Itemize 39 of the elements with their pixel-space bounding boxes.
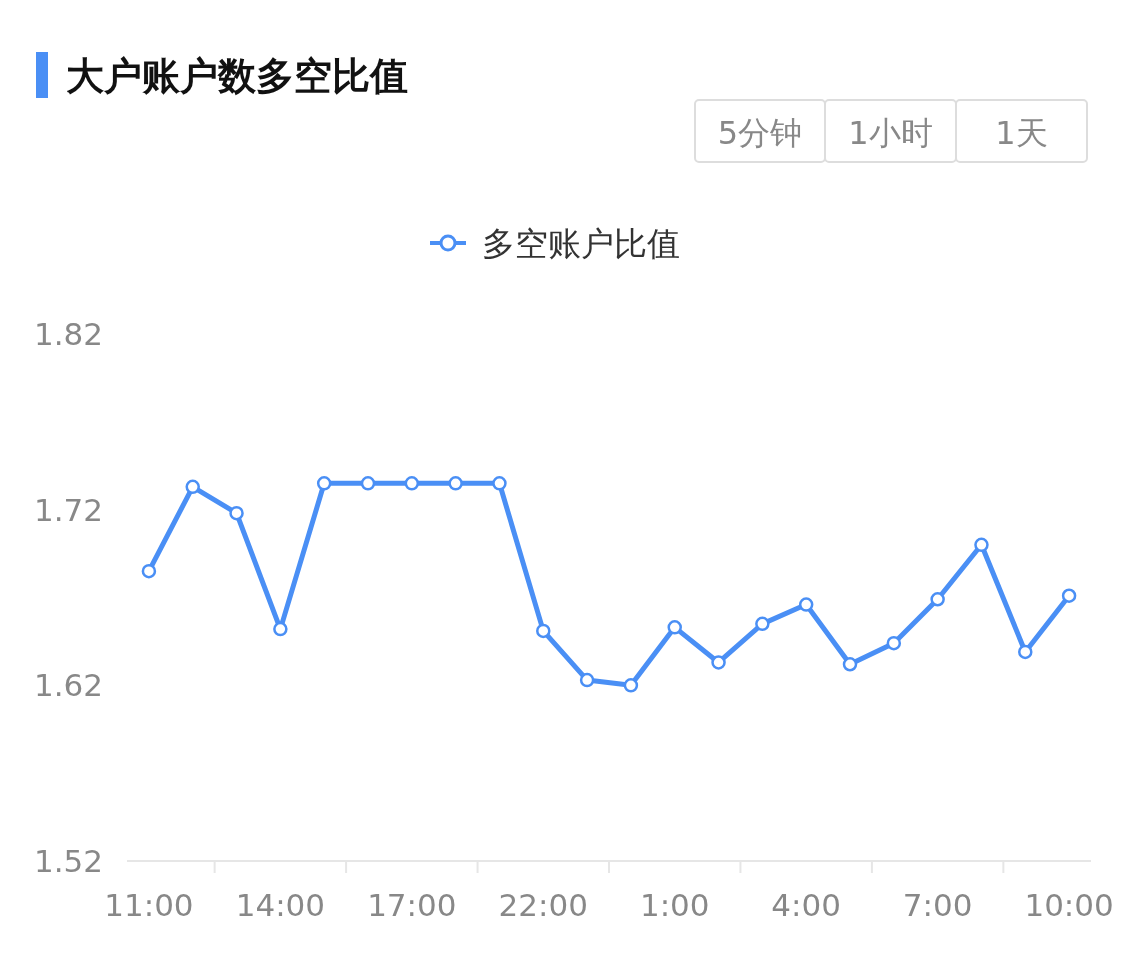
x-tick-label: 1:00 <box>639 887 710 923</box>
point <box>536 623 551 639</box>
point <box>185 479 200 495</box>
point <box>623 678 639 693</box>
legend-label: 多空账户比值 <box>482 224 680 263</box>
point <box>404 476 420 491</box>
point <box>711 655 726 670</box>
point <box>360 476 376 491</box>
point <box>579 672 595 688</box>
point <box>448 476 463 491</box>
point <box>755 616 770 632</box>
point <box>930 592 945 607</box>
point <box>798 597 814 612</box>
x-tick-label: 7:00 <box>902 887 973 923</box>
point <box>492 476 507 491</box>
x-tick-label: 4:00 <box>771 887 841 923</box>
point <box>141 563 157 579</box>
point <box>886 635 902 651</box>
point <box>667 620 682 635</box>
point <box>316 476 332 491</box>
text: 1天 <box>995 114 1048 152</box>
point <box>974 537 989 553</box>
y-tick-label: 1.62 <box>33 667 103 704</box>
point <box>1018 644 1033 660</box>
point <box>229 505 244 521</box>
chart-title: 大户账户数多空比值 <box>66 54 408 98</box>
text: 5分钟 <box>717 114 803 152</box>
x-tick-label: 10:00 <box>1024 887 1114 923</box>
y-tick-label: 1.52 <box>33 843 103 879</box>
point <box>842 657 858 672</box>
x-tick-label: 22:00 <box>498 887 588 923</box>
y-tick-label: 1.82 <box>33 316 103 352</box>
x-tick-label: 11:00 <box>104 887 194 923</box>
y-tick-label: 1.72 <box>33 491 103 528</box>
point <box>273 621 288 637</box>
x-tick-label: 17:00 <box>367 887 457 923</box>
x-tick-label: 14:00 <box>235 887 326 923</box>
point <box>1061 588 1077 603</box>
text: 1小时 <box>848 114 933 152</box>
